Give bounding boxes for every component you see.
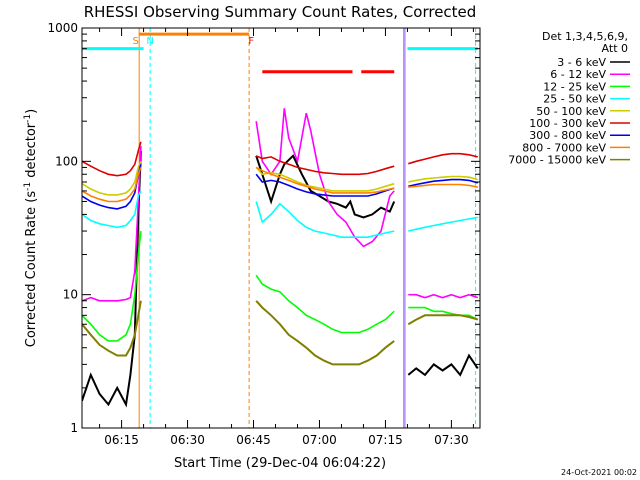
y-tick-label: 1000 <box>47 21 78 35</box>
x-tick-label: 07:30 <box>434 433 469 447</box>
legend-header-line1: Det 1,3,4,5,6,9, <box>542 30 628 43</box>
legend-label: 25 - 50 keV <box>543 93 606 106</box>
x-tick-label: 07:00 <box>302 433 337 447</box>
x-tick-label: 07:15 <box>368 433 403 447</box>
x-tick-label: 06:15 <box>104 433 139 447</box>
series-line <box>82 166 478 203</box>
annotation-F: F <box>248 36 254 47</box>
series-line <box>82 160 479 196</box>
legend-label: 6 - 12 keV <box>550 68 606 81</box>
annotation-N: N <box>146 36 153 47</box>
x-axis-label: Start Time (29-Dec-04 06:04:22) <box>174 456 386 471</box>
plot-frame <box>81 27 481 429</box>
x-tick-label: 06:45 <box>236 433 271 447</box>
series-line <box>82 150 479 408</box>
legend-label: 7000 - 15000 keV <box>508 154 606 167</box>
legend-label: 3 - 6 keV <box>557 56 606 69</box>
legend-label: 50 - 100 keV <box>536 105 606 118</box>
legend-header-line2: Att 0 <box>602 42 628 55</box>
x-tick-label: 06:30 <box>170 433 205 447</box>
y-tick-label: 1 <box>70 421 78 435</box>
legend-label: 12 - 25 keV <box>543 80 606 93</box>
series-line <box>82 231 479 342</box>
series-line <box>82 300 479 366</box>
series-line <box>82 190 478 238</box>
annotation-S: S <box>132 36 138 47</box>
x-axis: 06:15 06:30 06:45 07:00 07:15 07:30 <box>99 28 474 447</box>
footer-date: 24-Oct-2021 00:02 <box>561 468 637 477</box>
legend-label: 100 - 300 keV <box>529 117 606 130</box>
y-tick-label: 100 <box>55 154 78 168</box>
chart-title: RHESSI Observing Summary Count Rates, Co… <box>84 3 477 21</box>
legend-label: 800 - 7000 keV <box>522 141 606 154</box>
y-axis: 1 10 100 1000 <box>47 21 480 435</box>
y-axis-label: Corrected Count Rate (s-1 detector-1) <box>23 109 39 347</box>
series-line <box>82 141 478 177</box>
legend-label: 300 - 800 keV <box>529 129 606 142</box>
y-tick-label: 10 <box>63 288 78 302</box>
